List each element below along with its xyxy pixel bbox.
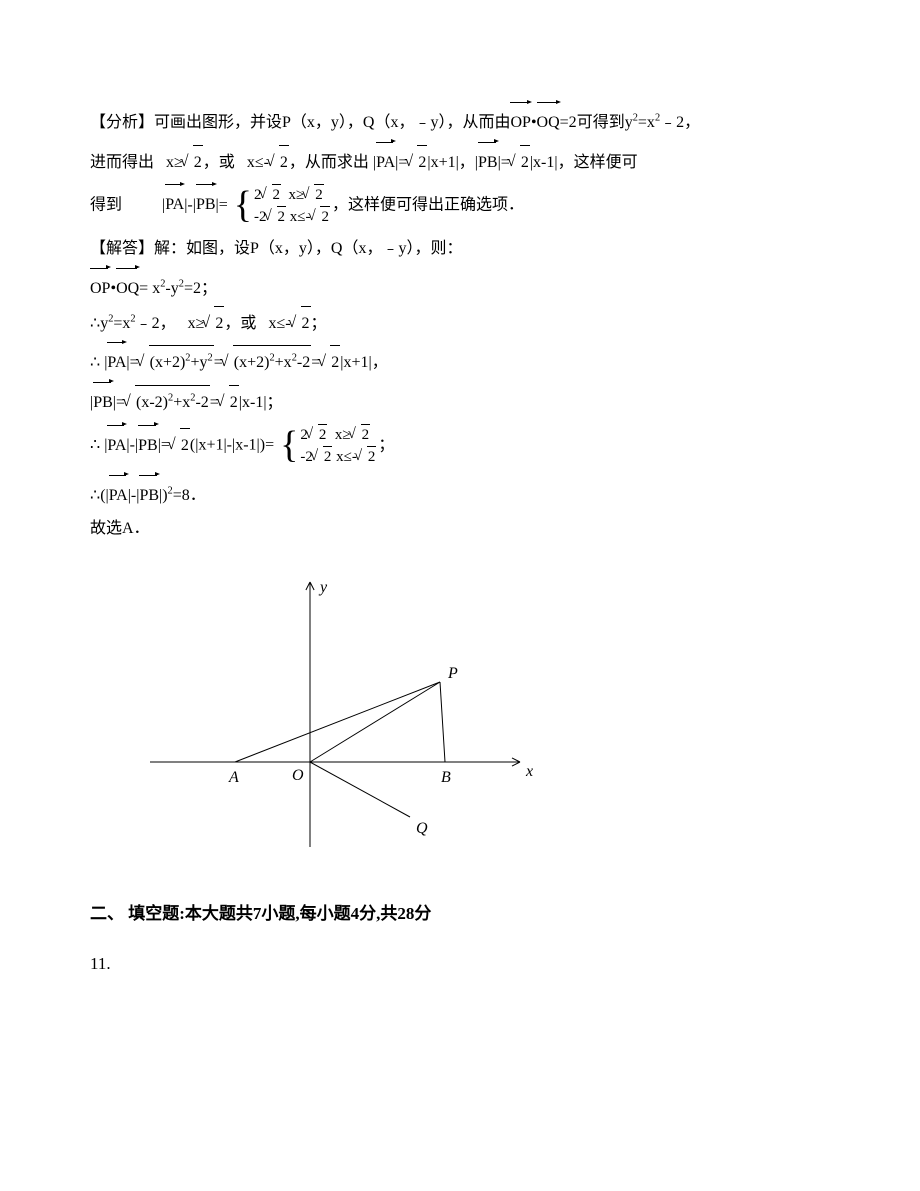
- piecewise-cases: { 22 x≥2 -22 x≤-2: [280, 419, 376, 472]
- sqrt-2: 2: [510, 145, 530, 180]
- svg-text:Q: Q: [416, 820, 428, 837]
- section-2-title: 二、 填空题:本大题共7小题,每小题4分,共28分: [90, 896, 830, 932]
- solution-line3: ∴y2=x2﹣2，x≥2，或x≤-2；: [90, 306, 830, 341]
- vector-oq: OQ: [116, 266, 139, 306]
- vector-pb: PB: [196, 182, 216, 222]
- solution-line6: ∴ |PA|-|PB|=2(|x+1|-|x-1|)= { 22 x≥2 -22…: [90, 419, 830, 472]
- solution-line4: ∴ |PA|=(x+2)2+y2=(x+2)2+x2-2=2|x+1|，: [90, 340, 830, 380]
- svg-text:P: P: [447, 665, 458, 682]
- vector-op: OP: [510, 100, 530, 140]
- vector-pa: PA: [109, 473, 128, 513]
- solution-line7: ∴(|PA|-|PB|)2=8．: [90, 473, 830, 513]
- solution-line2: OP•OQ= x2-y2=2；: [90, 266, 830, 306]
- svg-text:O: O: [292, 767, 304, 784]
- sqrt-2: 2: [183, 145, 203, 180]
- diagram-svg: x y O A B P Q: [140, 562, 540, 862]
- analysis-line2: 进而得出x≥2，或x≤-2，从而求出 |PA|=2|x+1|，|PB|=2|x-…: [90, 140, 830, 180]
- svg-text:A: A: [228, 769, 239, 786]
- vector-oq: OQ: [537, 100, 560, 140]
- coordinate-diagram: x y O A B P Q: [140, 562, 830, 875]
- vector-pa: PA: [165, 182, 184, 222]
- svg-text:x: x: [525, 763, 533, 780]
- analysis-label: 【分析】: [90, 114, 154, 131]
- vector-pa: PA: [107, 423, 126, 463]
- sqrt-expr: (x+2)2+x2-2: [223, 345, 311, 380]
- analysis-line1: 【分析】可画出图形，并设P（x，y），Q（x，﹣y），从而由OP•OQ=2可得到…: [90, 100, 830, 140]
- sqrt-2: 2: [269, 145, 289, 180]
- question-11: 11.: [90, 946, 830, 982]
- document-page: 【分析】可画出图形，并设P（x，y），Q（x，﹣y），从而由OP•OQ=2可得到…: [0, 0, 920, 1191]
- svg-text:B: B: [441, 769, 451, 786]
- vector-pb: PB: [478, 140, 498, 180]
- solution-line5: |PB|=(x-2)2+x2-2=2|x-1|；: [90, 380, 830, 420]
- piecewise-cases: { 22 x≥2 -22 x≤-2: [234, 179, 330, 232]
- solution-line1: 【解答】解：如图，设P（x，y），Q（x，﹣y），则：: [90, 232, 830, 266]
- sqrt-expr: (x-2)2+x2-2: [125, 385, 210, 420]
- svg-text:y: y: [318, 579, 328, 596]
- vector-pa: PA: [376, 140, 395, 180]
- sqrt-2: 2: [407, 145, 427, 180]
- vector-pb: PB: [138, 423, 158, 463]
- vector-op: OP: [90, 266, 110, 306]
- analysis-line3: 得到 |PA|-|PB|= { 22 x≥2 -22 x≤-2 ，这样便可得出正…: [90, 179, 830, 232]
- solution-label: 【解答】: [90, 240, 154, 257]
- solution-answer: 故选A．: [90, 512, 830, 546]
- sqrt-expr: (x+2)2+y2: [139, 345, 214, 380]
- vector-pb: PB: [93, 380, 113, 420]
- vector-pb: PB: [139, 473, 159, 513]
- vector-pa: PA: [107, 340, 126, 380]
